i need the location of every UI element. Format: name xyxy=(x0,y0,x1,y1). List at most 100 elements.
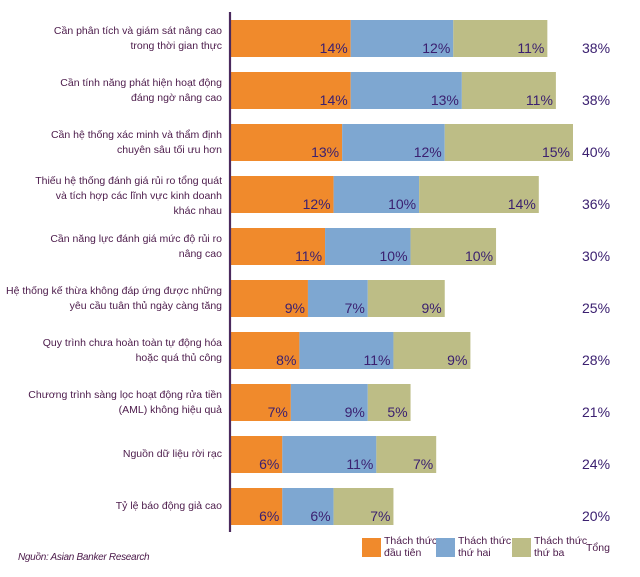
total-value-label: 24% xyxy=(582,456,610,472)
bar-value-label: 12% xyxy=(414,144,442,160)
bar-value-label: 12% xyxy=(303,196,331,212)
total-value-label: 30% xyxy=(582,248,610,264)
bar-value-label: 7% xyxy=(268,404,288,420)
bar-segment-first xyxy=(231,384,291,421)
bar-value-label: 10% xyxy=(388,196,416,212)
category-label-line: nâng cao xyxy=(178,248,222,260)
bar-row: 9% 7% 9% 25% xyxy=(231,280,610,317)
category-label-line: hoặc quá thủ công xyxy=(135,352,222,364)
total-value-label: 38% xyxy=(582,92,610,108)
bar-value-label: 8% xyxy=(276,352,296,368)
bar-row: 13% 12% 15% 40% xyxy=(231,124,610,161)
category-label-line: Cần năng lực đánh giá mức độ rủi ro xyxy=(50,233,222,245)
bar-value-label: 6% xyxy=(259,456,279,472)
category-label-line: Cần hệ thống xác minh và thẩm định xyxy=(50,129,222,141)
bar-row: 14% 13% 11% 38% xyxy=(231,72,610,109)
legend-label-third: Thách thức thứ ba xyxy=(534,535,587,559)
category-label: Nguồn dữ liệu rời rạc xyxy=(123,447,222,462)
bar-segment-third xyxy=(419,176,539,213)
bar-value-label: 11% xyxy=(517,40,544,56)
bar-value-label: 6% xyxy=(259,508,279,524)
legend-swatch-second xyxy=(436,538,455,557)
bar-segment-third xyxy=(367,384,411,421)
category-label-line: Thiếu hệ thống đánh giá rủi ro tổng quát xyxy=(35,175,222,187)
category-label-line: trong thời gian thực xyxy=(130,40,222,52)
bar-value-label: 7% xyxy=(345,300,365,316)
bar-segment-second xyxy=(282,436,377,473)
bar-row: 8% 11% 9% 28% xyxy=(231,332,610,369)
bar-row: 14% 12% 11% 38% xyxy=(231,20,610,57)
bar-segment-second xyxy=(325,228,411,265)
legend-label-line2: thứ ba xyxy=(534,547,565,559)
source-note: Nguồn: Asian Banker Research xyxy=(18,552,150,563)
bar-value-label: 13% xyxy=(431,92,459,108)
bar-value-label: 7% xyxy=(413,456,433,472)
category-label: Quy trình chưa hoàn toàn tự động hóa hoặc… xyxy=(43,336,222,366)
bar-value-label: 11% xyxy=(346,456,373,472)
bar-value-label: 9% xyxy=(285,300,305,316)
bars-group: 14% 12% 11% 38%14% 13% 11% 38%13% 12% 15% 40%12% 1… xyxy=(231,20,610,525)
bar-segment-third xyxy=(461,72,556,109)
bar-segment-third xyxy=(393,332,471,369)
category-label-line: và tích hợp các lĩnh vực kinh doanh xyxy=(55,190,222,202)
legend-label-line2: thứ hai xyxy=(458,547,491,559)
bar-segment-first xyxy=(231,20,351,57)
legend-swatch-first xyxy=(362,538,381,557)
bar-segment-second xyxy=(342,124,445,161)
category-label: Cần phân tích và giám sát nâng cao trong … xyxy=(54,24,222,54)
category-label: Thiếu hệ thống đánh giá rủi ro tổng quát… xyxy=(35,174,222,219)
bar-segment-third xyxy=(453,20,548,57)
bar-row: 6% 6% 7% 20% xyxy=(231,488,610,525)
category-label: Hệ thống kế thừa không đáp ứng được nhữn… xyxy=(6,284,222,314)
legend-label-second: Thách thức thứ hai xyxy=(458,535,511,559)
category-label-line: chuyên sâu tối ưu hơn xyxy=(117,144,222,156)
bar-row: 12% 10% 14% 36% xyxy=(231,176,610,213)
total-value-label: 20% xyxy=(582,508,610,524)
bar-value-label: 15% xyxy=(542,144,570,160)
category-label-line: (AML) không hiệu quả xyxy=(118,404,222,416)
legend-label-first: Thách thức đầu tiên xyxy=(384,535,437,559)
bar-segment-first xyxy=(231,72,351,109)
bar-segment-second xyxy=(350,72,462,109)
category-label-line: Quy trình chưa hoàn toàn tự động hóa xyxy=(42,337,222,349)
bar-segment-third xyxy=(367,280,445,317)
legend-total-label: Tổng xyxy=(586,542,610,554)
total-value-label: 28% xyxy=(582,352,610,368)
bar-segment-first xyxy=(231,436,283,473)
bar-value-label: 14% xyxy=(320,92,348,108)
bar-segment-first xyxy=(231,176,334,213)
bar-value-label: 10% xyxy=(465,248,493,264)
legend-label-line1: Thách thức xyxy=(384,535,438,547)
category-label-line: Cần phân tích và giám sát nâng cao xyxy=(53,25,222,37)
category-label-line: Hệ thống kế thừa không đáp ứng được nhữn… xyxy=(6,285,222,297)
bar-segment-second xyxy=(282,488,334,525)
category-label-line: đáng ngờ nâng cao xyxy=(131,92,222,104)
legend-label-line1: Thách thức xyxy=(458,535,512,547)
total-value-label: 38% xyxy=(582,40,610,56)
bar-value-label: 11% xyxy=(363,352,390,368)
category-label: Cần tính năng phát hiện hoạt động đáng ng… xyxy=(60,76,222,106)
category-label-line: khác nhau xyxy=(173,205,222,217)
category-label: Cần hệ thống xác minh và thẩm định chuyên… xyxy=(51,128,222,158)
bar-segment-third xyxy=(410,228,497,265)
bar-value-label: 9% xyxy=(447,352,467,368)
bar-row: 7% 9% 5% 21% xyxy=(231,384,610,421)
bar-segment-third xyxy=(444,124,573,161)
bar-segment-first xyxy=(231,280,308,317)
total-value-label: 25% xyxy=(582,300,610,316)
category-label-line: Tỷ lệ báo động giả cao xyxy=(115,500,222,512)
bar-value-label: 10% xyxy=(380,248,408,264)
bar-value-label: 11% xyxy=(295,248,322,264)
category-label: Tỷ lệ báo động giả cao xyxy=(116,499,222,514)
category-label-line: Nguồn dữ liệu rời rạc xyxy=(122,448,222,460)
bar-segment-second xyxy=(299,332,394,369)
bar-segment-third xyxy=(376,436,437,473)
bar-value-label: 11% xyxy=(526,92,553,108)
category-label: Cần năng lực đánh giá mức độ rủi ro nâng … xyxy=(50,232,222,262)
bar-segment-third xyxy=(333,488,394,525)
bar-segment-second xyxy=(350,20,454,57)
bar-value-label: 7% xyxy=(370,508,390,524)
bar-row: 6% 11% 7% 24% xyxy=(231,436,610,473)
legend-label-line2: đầu tiên xyxy=(384,547,422,559)
